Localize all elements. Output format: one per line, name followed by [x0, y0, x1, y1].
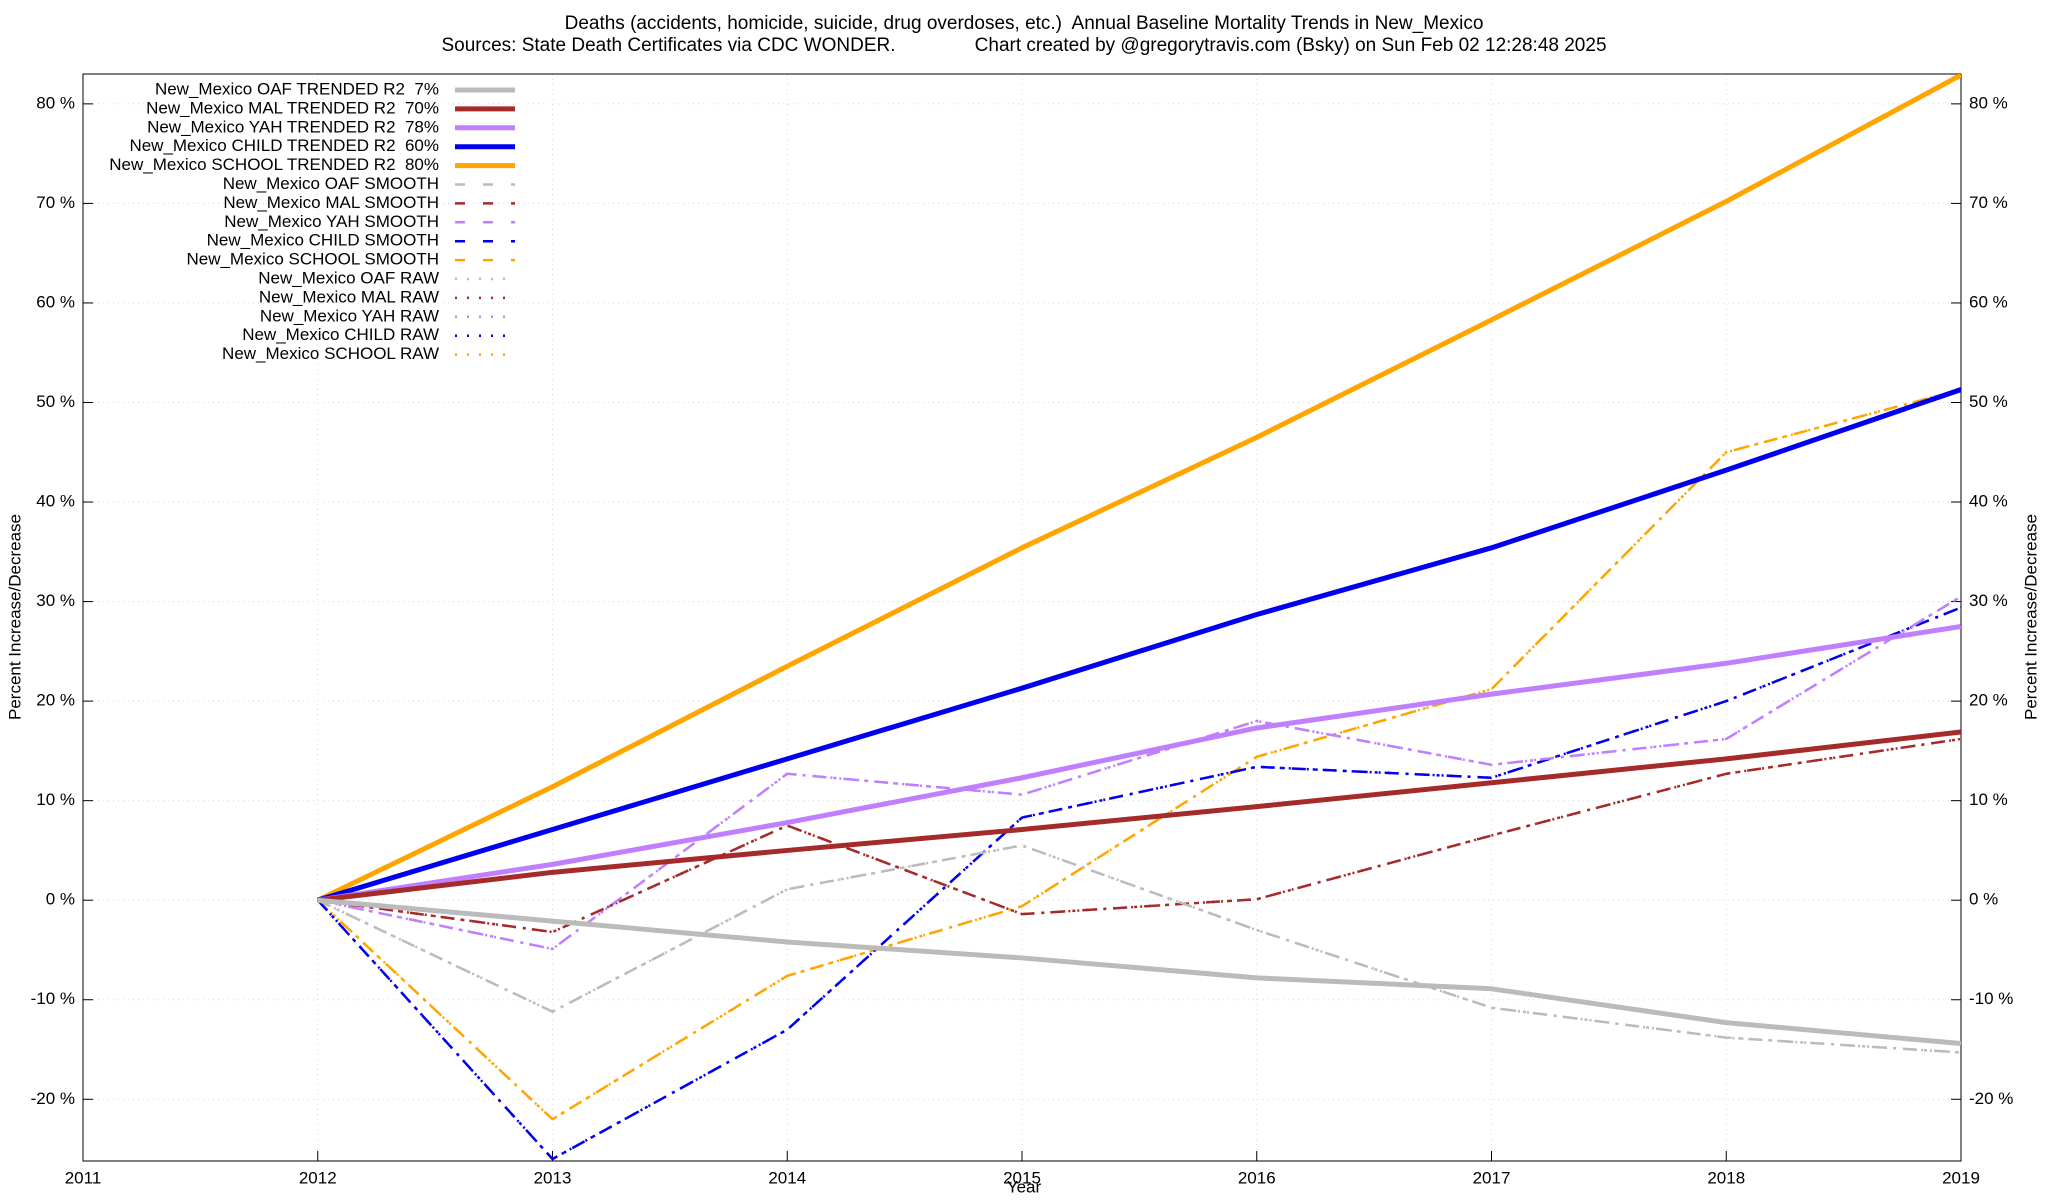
- legend-label: New_Mexico OAF SMOOTH: [223, 174, 439, 193]
- legend-label: New_Mexico YAH TRENDED R2 78%: [147, 117, 439, 136]
- series-line: [316, 606, 1961, 1161]
- y-tick-label: -20 %: [31, 1089, 75, 1108]
- y-axis-label: Percent Increase/Decrease: [5, 514, 24, 720]
- series-line: [316, 74, 1961, 903]
- y-tick-label: 0 %: [46, 890, 75, 909]
- x-tick-label: 2012: [299, 1168, 337, 1187]
- series-line: [317, 897, 1961, 1047]
- series-line: [317, 737, 1961, 934]
- y2-tick-label: -20 %: [1969, 1089, 2013, 1108]
- legend-label: New_Mexico CHILD RAW: [242, 325, 439, 344]
- series-line: [317, 595, 1961, 951]
- legend-label: New_Mexico OAF TRENDED R2 7%: [155, 79, 439, 98]
- x-tick-label: 2015: [1003, 1168, 1041, 1187]
- legend-label: New_Mexico MAL SMOOTH: [223, 193, 439, 212]
- legend-label: New_Mexico SCHOOL SMOOTH: [186, 250, 439, 269]
- y-tick-label: 80 %: [36, 93, 75, 112]
- legend-label: New_Mexico CHILD SMOOTH: [207, 231, 439, 250]
- x-tick-label: 2014: [768, 1168, 806, 1187]
- y2-tick-label: 20 %: [1969, 691, 2008, 710]
- y2-tick-label: -10 %: [1969, 989, 2013, 1008]
- plot-frame: [82, 73, 1962, 1162]
- x-tick-label: 2013: [534, 1168, 572, 1187]
- series-line: [316, 606, 1961, 1161]
- legend-label: New_Mexico CHILD TRENDED R2 60%: [129, 136, 439, 155]
- y2-tick-label: 50 %: [1969, 392, 2008, 411]
- y-tick-label: -10 %: [31, 989, 75, 1008]
- legend-label: New_Mexico MAL TRENDED R2 70%: [146, 98, 439, 117]
- series-line: [317, 623, 1961, 903]
- y2-tick-label: 40 %: [1969, 492, 2008, 511]
- y-tick-label: 70 %: [36, 193, 75, 212]
- y2-tick-label: 10 %: [1969, 790, 2008, 809]
- legend-label: New_Mexico YAH SMOOTH: [224, 212, 439, 231]
- x-axis-label: Year: [1007, 1177, 1042, 1196]
- series-line: [317, 729, 1961, 903]
- y2-tick-label: 0 %: [1969, 890, 1998, 909]
- legend-label: New_Mexico YAH RAW: [260, 306, 439, 325]
- y2-tick-label: 30 %: [1969, 591, 2008, 610]
- y2-axis-label: Percent Increase/Decrease: [2021, 514, 2040, 720]
- y-tick-label: 60 %: [36, 292, 75, 311]
- legend-label: New_Mexico SCHOOL RAW: [222, 344, 439, 363]
- y-tick-label: 50 %: [36, 392, 75, 411]
- series-line: [317, 844, 1961, 1054]
- legend-label: New_Mexico MAL RAW: [259, 287, 439, 306]
- y-tick-label: 40 %: [36, 492, 75, 511]
- x-tick-label: 2018: [1707, 1168, 1745, 1187]
- x-tick-label: 2011: [65, 1168, 102, 1187]
- x-tick-label: 2016: [1238, 1168, 1276, 1187]
- y-tick-label: 10 %: [36, 790, 75, 809]
- x-tick-label: 2017: [1473, 1168, 1511, 1187]
- y-tick-label: 30 %: [36, 591, 75, 610]
- y2-tick-label: 70 %: [1969, 193, 2008, 212]
- legend-label: New_Mexico SCHOOL TRENDED R2 80%: [109, 155, 439, 174]
- x-tick-label: 2019: [1942, 1168, 1980, 1187]
- y2-tick-label: 80 %: [1969, 93, 2008, 112]
- y-tick-label: 20 %: [36, 691, 75, 710]
- y2-tick-label: 60 %: [1969, 292, 2008, 311]
- chart-title: Deaths (accidents, homicide, suicide, dr…: [565, 13, 1484, 34]
- chart-subtitle: Sources: State Death Certificates via CD…: [441, 35, 1606, 56]
- legend-label: New_Mexico OAF RAW: [258, 268, 439, 287]
- series-line: [317, 387, 1961, 903]
